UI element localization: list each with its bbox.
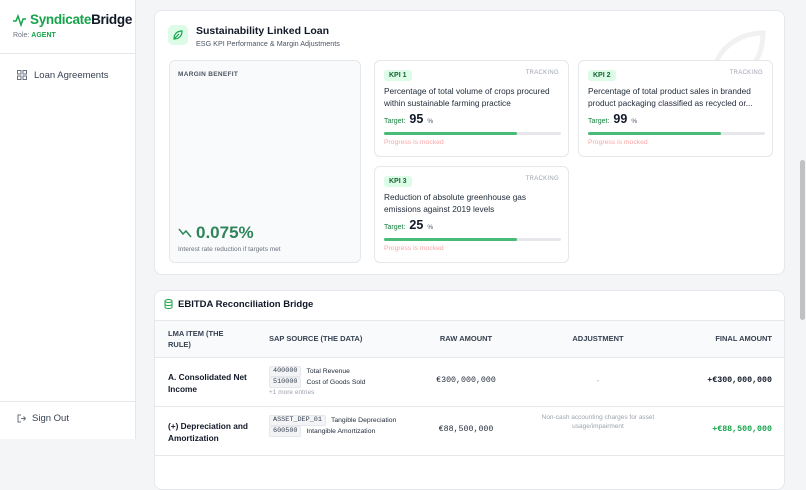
sap-source: 600500 Intangible Amortization bbox=[269, 426, 375, 437]
margin-caption: Interest rate reduction if targets met bbox=[178, 246, 281, 253]
esg-title: Sustainability Linked Loan bbox=[196, 25, 330, 37]
brand: SyndicateBridge bbox=[30, 12, 132, 27]
sign-out-label[interactable]: Sign Out bbox=[32, 413, 69, 424]
more-entries: +1 more entries bbox=[269, 389, 315, 396]
nav-label[interactable]: Loan Agreements bbox=[34, 69, 109, 81]
sap-source: ASSET_DEP_01 Tangible Depreciation bbox=[269, 415, 396, 426]
kpi-tag: KPI 1 bbox=[384, 70, 412, 81]
sign-out-icon bbox=[17, 414, 26, 423]
lma-item: (+) Depreciation and Amortization bbox=[168, 421, 248, 443]
ebitda-card: EBITDA Reconciliation Bridge LMA ITEM (T… bbox=[154, 290, 785, 490]
trend-icon bbox=[178, 228, 192, 238]
final-amount: +€88,500,000 bbox=[712, 425, 772, 434]
margin-label: MARGIN BENEFIT bbox=[178, 71, 239, 78]
kpi-tag: KPI 3 bbox=[384, 176, 412, 187]
kpi-description: Reduction of absolute greenhouse gas emi… bbox=[384, 192, 527, 214]
kpi-status: TRACKING bbox=[525, 176, 559, 182]
column-header: ADJUSTMENT bbox=[572, 334, 624, 343]
brand-primary: Syndicate bbox=[30, 12, 92, 27]
brand-secondary: Bridge bbox=[91, 12, 133, 27]
scrollbar[interactable] bbox=[800, 160, 805, 320]
account-name: Cost of Goods Sold bbox=[306, 379, 366, 386]
brand-icon bbox=[13, 13, 26, 27]
kpi-target: Target: 25% bbox=[384, 218, 433, 232]
sign-out[interactable]: Sign Out bbox=[17, 413, 69, 424]
target-value: 95 bbox=[409, 112, 424, 126]
margin-value: 0.075% bbox=[196, 223, 254, 242]
lma-item: A. Consolidated Net Income bbox=[168, 372, 247, 394]
sap-source: 510000 Cost of Goods Sold bbox=[269, 377, 365, 388]
kpi-tag: KPI 2 bbox=[588, 70, 616, 81]
kpi-target: Target: 95% bbox=[384, 112, 433, 126]
kpi-note: Progress is mocked bbox=[588, 139, 648, 146]
divider bbox=[0, 401, 135, 402]
target-label: Target: bbox=[588, 118, 610, 125]
account-code: 510000 bbox=[269, 377, 302, 388]
table-header bbox=[155, 320, 784, 358]
progress-fill bbox=[384, 238, 517, 241]
account-code: 600500 bbox=[269, 426, 302, 437]
margin-box: MARGIN BENEFIT 0.075% Interest rate redu… bbox=[169, 60, 361, 263]
target-value: 25 bbox=[409, 218, 424, 232]
progress-track bbox=[588, 132, 765, 135]
esg-subtitle: ESG KPI Performance & Margin Adjustments bbox=[196, 39, 340, 48]
account-code: 400000 bbox=[269, 366, 302, 377]
column-header: LMA ITEM (THE RULE) bbox=[168, 329, 224, 349]
kpi-status: TRACKING bbox=[525, 70, 559, 76]
role-label: Role: bbox=[13, 32, 30, 39]
target-unit: % bbox=[427, 224, 434, 231]
target-label: Target: bbox=[384, 118, 406, 125]
account-name: Intangible Amortization bbox=[306, 428, 376, 435]
nav-item[interactable]: Loan Agreements bbox=[12, 64, 127, 86]
target-value: 99 bbox=[613, 112, 628, 126]
kpi-target: Target: 99% bbox=[588, 112, 637, 126]
final-amount: +€300,000,000 bbox=[707, 376, 772, 385]
target-unit: % bbox=[631, 118, 638, 125]
row-divider bbox=[155, 406, 784, 407]
target-unit: % bbox=[427, 118, 434, 125]
raw-amount: €88,500,000 bbox=[438, 425, 494, 434]
account-name: Tangible Depreciation bbox=[330, 417, 397, 424]
adjustment: Non-cash accounting charges for asset us… bbox=[541, 414, 655, 430]
divider bbox=[0, 53, 135, 54]
kpi-note: Progress is mocked bbox=[384, 139, 444, 146]
kpi-description: Percentage of total volume of crops proc… bbox=[384, 86, 550, 108]
role: Role: AGENT bbox=[13, 32, 56, 39]
progress-track bbox=[384, 132, 561, 135]
kpi-card: KPI 2 TRACKING Percentage of total product… bbox=[578, 60, 773, 157]
nav-icon bbox=[17, 70, 27, 80]
ebitda-title: EBITDA Reconciliation Bridge bbox=[178, 299, 314, 310]
column-header: SAP SOURCE (THE DATA) bbox=[269, 334, 363, 343]
kpi-description: Percentage of total product sales in bra… bbox=[588, 86, 753, 108]
raw-amount: €300,000,000 bbox=[436, 376, 496, 385]
target-label: Target: bbox=[384, 224, 406, 231]
kpi-card: KPI 1 TRACKING Percentage of total volume … bbox=[374, 60, 569, 157]
esg-card: Sustainability Linked Loan ESG KPI Perfo… bbox=[154, 10, 785, 275]
kpi-status: TRACKING bbox=[729, 70, 763, 76]
adjustment: - bbox=[596, 376, 600, 385]
progress-fill bbox=[588, 132, 721, 135]
esg-icon bbox=[168, 25, 188, 45]
account-code: ASSET_DEP_01 bbox=[269, 415, 326, 426]
column-header: FINAL AMOUNT bbox=[715, 334, 772, 343]
db-icon bbox=[164, 299, 173, 309]
account-name: Total Revenue bbox=[306, 368, 350, 375]
progress-track bbox=[384, 238, 561, 241]
kpi-card: KPI 3 TRACKING Reduction of absolute green… bbox=[374, 166, 569, 263]
role-value: AGENT bbox=[31, 32, 56, 39]
sap-source: 400000 Total Revenue bbox=[269, 366, 350, 377]
row-divider bbox=[155, 455, 784, 456]
column-header: RAW AMOUNT bbox=[439, 334, 493, 343]
sidebar: SyndicateBridge Role: AGENT Loan Agreeme… bbox=[0, 0, 136, 439]
kpi-note: Progress is mocked bbox=[384, 245, 444, 252]
progress-fill bbox=[384, 132, 517, 135]
